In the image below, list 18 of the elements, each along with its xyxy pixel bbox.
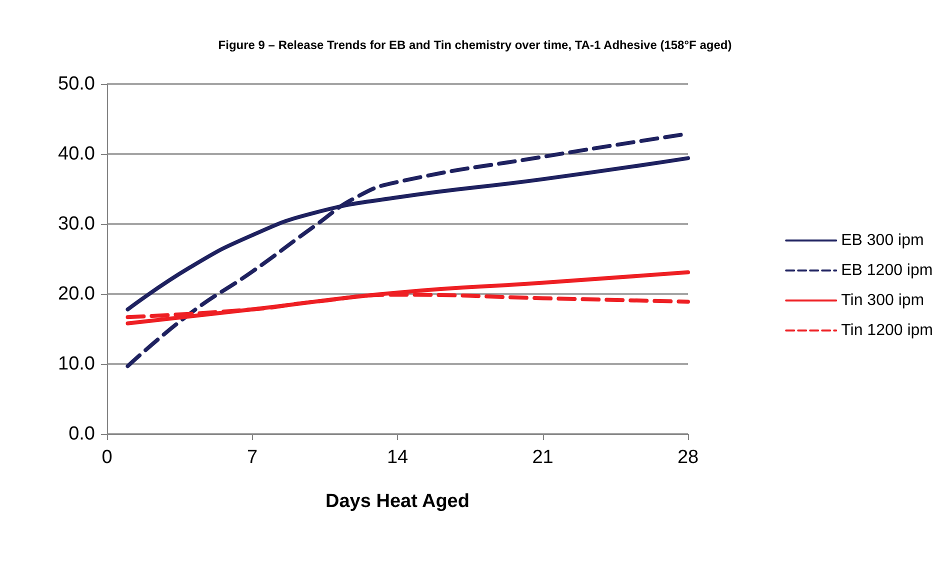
y-tick-label: 50.0	[58, 74, 95, 94]
y-tick-label: 10.0	[58, 354, 95, 374]
y-tick-label: 20.0	[58, 284, 95, 304]
x-tick-label: 0	[102, 447, 112, 468]
x-tick-label: 28	[677, 447, 699, 468]
legend-label: Tin 300 ipm	[841, 292, 924, 309]
line-series	[126, 270, 690, 326]
y-tick-label: 30.0	[58, 214, 95, 234]
legend-label: EB 1200 ipm	[841, 262, 933, 279]
x-tick-label: 14	[386, 447, 408, 468]
x-axis-title: Days Heat Aged	[326, 491, 470, 512]
x-tick-label: 21	[532, 447, 554, 468]
y-tick-label: 40.0	[58, 144, 95, 164]
legend-label: EB 300 ipm	[841, 232, 924, 249]
y-tick-label: 0.0	[68, 424, 95, 444]
legend-label: Tin 1200 ipm	[841, 322, 934, 339]
x-tick-label: 7	[246, 447, 258, 468]
chart-title: Figure 9 – Release Trends for EB and Tin chemistry over time, TA-1 Adhesive (158°F aged)	[218, 38, 732, 52]
